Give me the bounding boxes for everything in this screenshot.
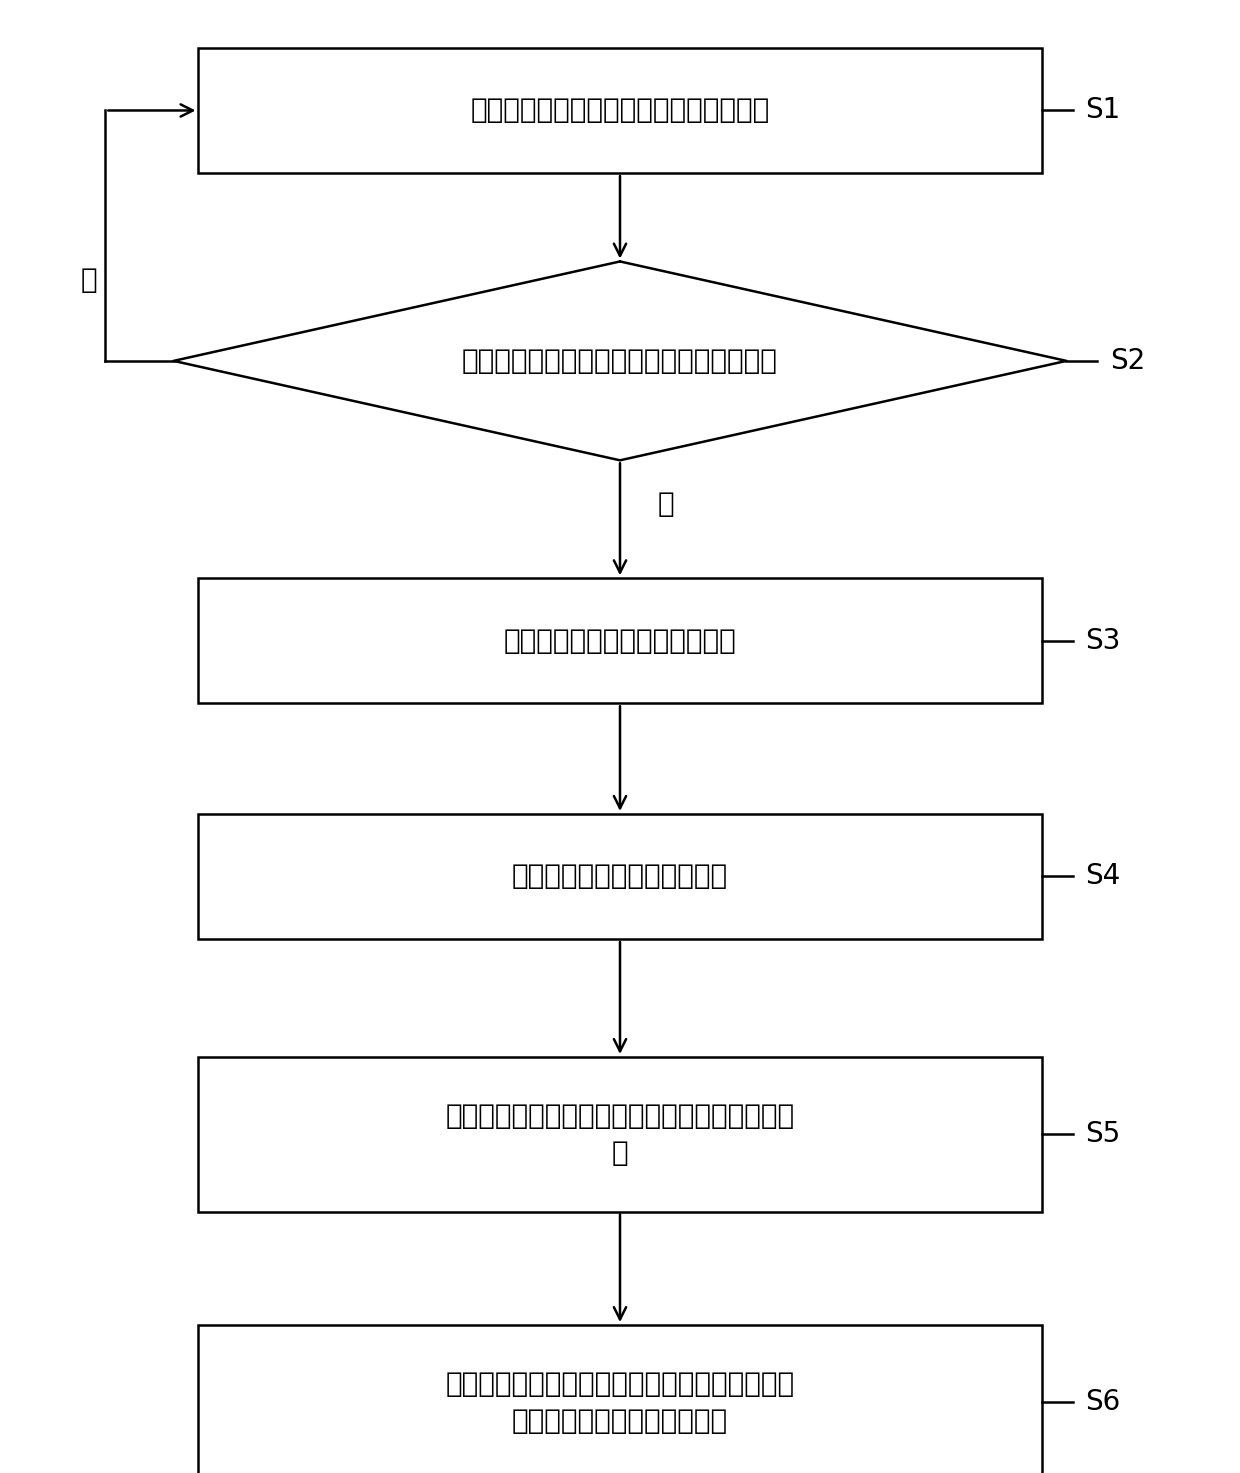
Bar	[198, 1326, 1042, 1473]
Text: 采用自相关函数法确定嵌入时间: 采用自相关函数法确定嵌入时间	[503, 626, 737, 655]
Text: S5: S5	[1085, 1119, 1120, 1149]
Text: 采用延迟坐标法重构高炉一氧化碳利用率的相空
间: 采用延迟坐标法重构高炉一氧化碳利用率的相空 间	[445, 1102, 795, 1167]
Text: S6: S6	[1085, 1388, 1120, 1417]
Text: S3: S3	[1085, 626, 1121, 655]
Text: 输入原始高炉一氧化碳利用率的时间序列: 输入原始高炉一氧化碳利用率的时间序列	[470, 96, 770, 125]
Text: S1: S1	[1085, 96, 1120, 125]
Text: S4: S4	[1085, 862, 1120, 891]
Text: 采用关联维数法确定嵌入维数: 采用关联维数法确定嵌入维数	[512, 862, 728, 891]
Bar	[198, 813, 1042, 940]
Text: 否: 否	[81, 265, 98, 295]
Text: 是: 是	[657, 489, 673, 518]
Text: S2: S2	[1110, 346, 1145, 376]
Text: 对时间序列进行混沌特性存在与否定性判断: 对时间序列进行混沌特性存在与否定性判断	[463, 346, 777, 376]
Text: 采用饱和关联维数法计算高炉一氧化碳利用率时
间序列相空间的饱和关联数值: 采用饱和关联维数法计算高炉一氧化碳利用率时 间序列相空间的饱和关联数值	[445, 1370, 795, 1435]
Bar	[198, 1058, 1042, 1211]
Bar	[198, 47, 1042, 172]
Bar	[198, 579, 1042, 704]
